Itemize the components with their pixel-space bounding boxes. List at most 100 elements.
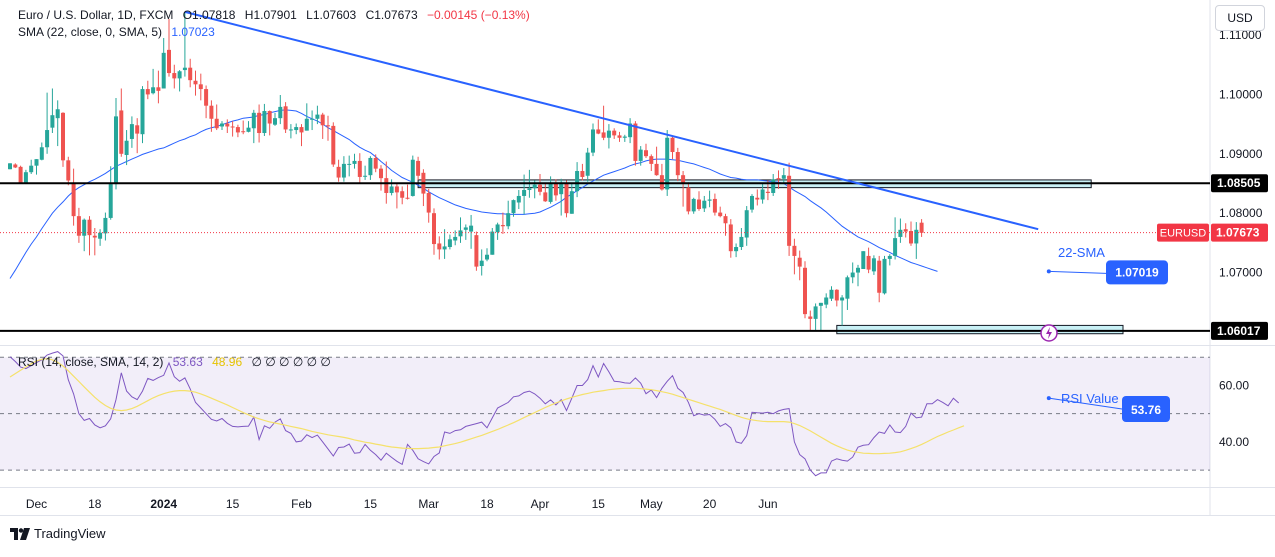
candle-body — [235, 127, 240, 133]
candle-body — [108, 184, 113, 218]
candle-body — [458, 230, 463, 237]
candle-body — [220, 123, 224, 127]
sma-callout-dot — [1046, 269, 1051, 274]
candle-body — [877, 260, 882, 293]
candle-body — [644, 150, 648, 157]
candle-body — [405, 197, 410, 199]
candle-body — [654, 163, 659, 176]
candle-body — [781, 175, 786, 179]
candle-body — [532, 184, 537, 189]
candle-body — [824, 297, 829, 305]
candle-body — [230, 126, 235, 128]
candle-body — [437, 243, 442, 250]
candle-body — [776, 178, 781, 180]
candle-body — [294, 127, 299, 131]
candle-body — [336, 166, 341, 178]
candle-body — [273, 118, 277, 125]
candle-body — [681, 175, 686, 183]
candle-body — [55, 109, 60, 119]
rsi-line — [9, 351, 960, 477]
high-value: H1.07901 — [244, 8, 297, 22]
candle-body — [691, 198, 696, 212]
candle-body — [61, 112, 65, 161]
candle-body — [416, 160, 421, 176]
time-tick-label: 2024 — [150, 497, 177, 511]
candle-body — [580, 171, 585, 177]
candle-body — [712, 198, 717, 213]
time-tick-label: Dec — [26, 497, 47, 511]
candle-body — [29, 165, 34, 173]
candle-body — [469, 225, 474, 232]
candle-body — [506, 213, 511, 227]
change-value: −0.00145 (−0.13%) — [426, 8, 530, 22]
candle-body — [617, 135, 622, 138]
candle-body — [755, 197, 760, 200]
candle-body — [792, 245, 797, 256]
symbol-tag — [1157, 223, 1209, 242]
candle-body — [13, 164, 18, 168]
candle-body — [840, 297, 845, 301]
price-tick-label: 1.11000 — [1219, 28, 1262, 42]
candle-body — [225, 123, 230, 127]
candle-body — [182, 67, 187, 71]
candle-body — [82, 219, 87, 236]
candle-body — [161, 52, 166, 89]
rsi-callout-box — [1122, 396, 1170, 422]
candle-body — [882, 258, 887, 294]
candle-body — [527, 188, 532, 191]
candle-body — [474, 235, 479, 267]
candle-body — [564, 182, 569, 214]
candle-body — [569, 191, 574, 214]
candle-body — [447, 239, 452, 248]
candle-body — [373, 157, 378, 169]
event-bolt-icon — [1046, 327, 1052, 339]
price-tick-label: 1.07000 — [1219, 266, 1263, 280]
candle-body — [845, 277, 850, 299]
time-tick-label: Mar — [418, 497, 439, 511]
key-level-label: 1.08505 — [1217, 176, 1261, 190]
candle-body — [87, 219, 92, 236]
candle-body — [347, 163, 352, 165]
low-value: L1.07603 — [306, 8, 357, 22]
rsi-band — [0, 357, 1210, 471]
rsi-callout-dot — [1046, 396, 1051, 401]
candle-body — [204, 89, 209, 106]
candle-body — [575, 171, 580, 192]
rsi-tick-label: 40.00 — [1219, 435, 1249, 449]
sma-value: 1.07023 — [171, 25, 215, 39]
candle-body — [813, 306, 818, 319]
key-level-tag — [1211, 174, 1268, 193]
candle-body — [432, 213, 436, 245]
candle-body — [251, 112, 256, 129]
candle-body — [511, 200, 516, 214]
candle-body — [167, 49, 171, 74]
candle-body — [538, 184, 542, 192]
candle-body — [283, 106, 288, 130]
candle-body — [442, 246, 447, 250]
candle-body — [262, 111, 267, 134]
candle-body — [426, 192, 431, 213]
candle-body — [850, 272, 855, 278]
candle-body — [522, 190, 527, 196]
candle-body — [834, 289, 839, 301]
rsi-tick-label: 60.00 — [1219, 378, 1249, 392]
candle-body — [34, 159, 39, 166]
candle-body — [543, 192, 548, 202]
candle-body — [633, 123, 638, 161]
candle-body — [797, 257, 802, 267]
candle-body — [140, 89, 145, 135]
candle-body — [771, 179, 776, 193]
candle-body — [357, 160, 362, 177]
currency-button[interactable]: USD — [1215, 5, 1265, 31]
candle-body — [649, 156, 654, 164]
candle-body — [871, 258, 876, 272]
candle-body — [214, 118, 219, 129]
candle-body — [394, 186, 399, 193]
time-tick-label: 18 — [88, 497, 102, 511]
candle-body — [818, 302, 823, 306]
candle-body — [331, 125, 336, 165]
candle-body — [808, 316, 813, 319]
candle-body — [389, 186, 394, 193]
